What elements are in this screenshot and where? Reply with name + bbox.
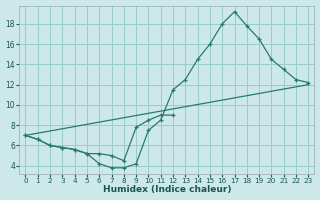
X-axis label: Humidex (Indice chaleur): Humidex (Indice chaleur)	[103, 185, 231, 194]
